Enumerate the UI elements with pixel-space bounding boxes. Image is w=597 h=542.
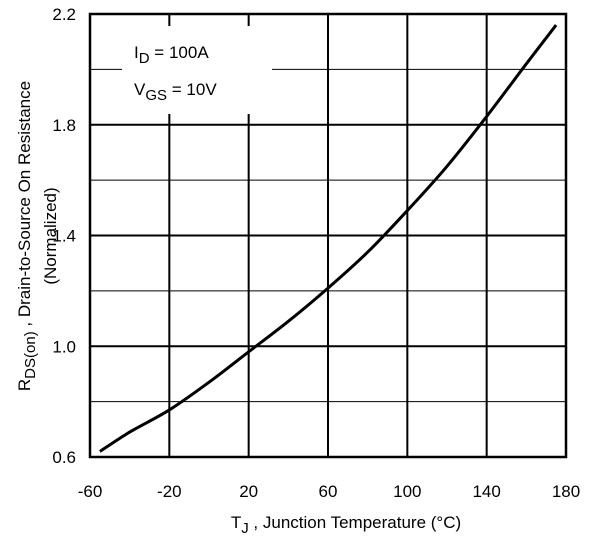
x-tick-label: -60 [78, 482, 103, 501]
y-tick-label: 2.2 [52, 5, 76, 24]
y-axis-label-line-2: (Normalized) [41, 187, 60, 284]
x-tick-label: 60 [319, 482, 338, 501]
y-tick-label: 1.0 [52, 337, 76, 356]
annotation-line-1: ID = 100A [134, 43, 209, 67]
x-tick-label: 100 [393, 482, 421, 501]
x-tick-label: 20 [239, 482, 258, 501]
annotation-line-2: VGS = 10V [134, 80, 217, 104]
x-tick-label: -20 [157, 482, 182, 501]
x-tick-label: 140 [472, 482, 500, 501]
y-tick-label: 0.6 [52, 448, 76, 467]
plot-frame [88, 12, 568, 459]
x-tick-label: 180 [552, 482, 580, 501]
annotation-box [122, 26, 272, 114]
series-line [99, 24, 558, 453]
x-axis-label: TJ , Junction Temperature (°C) [231, 513, 461, 537]
y-tick-label: 1.4 [52, 227, 76, 246]
tick-labels: -60 -20 20 60 100 140 180 0.6 1.0 1.4 1.8 2.2 [52, 5, 580, 501]
annotation: ID = 100A VGS = 10V [122, 26, 272, 114]
y-axis-label: RDS(on) , Drain-to-Source On Resistance [15, 81, 39, 391]
y-tick-label: 1.8 [52, 116, 76, 135]
